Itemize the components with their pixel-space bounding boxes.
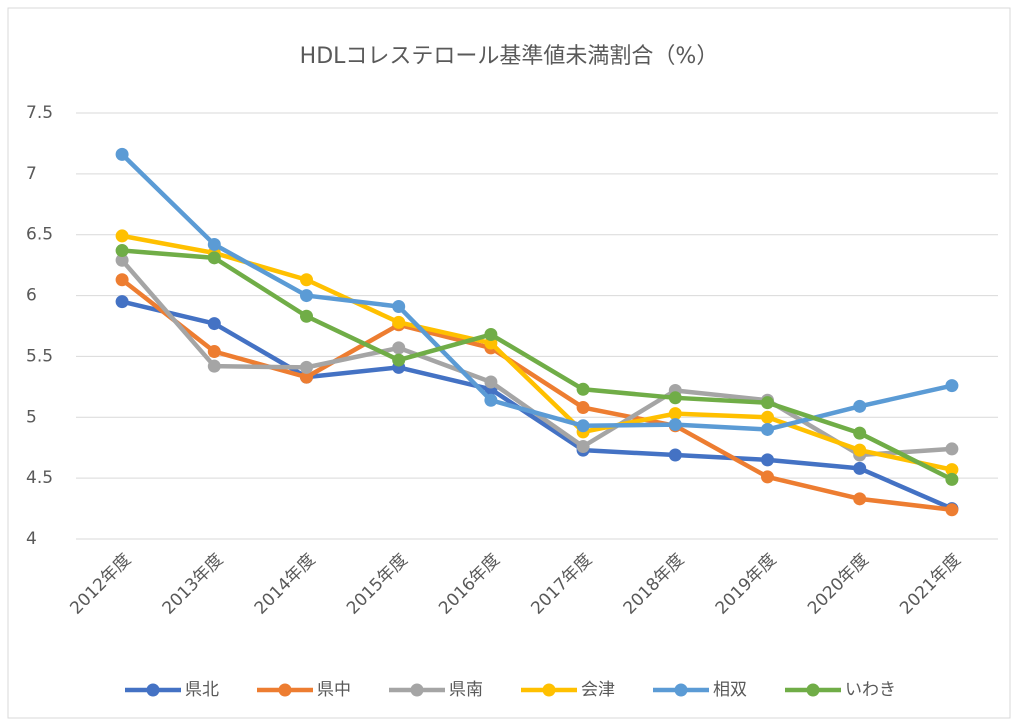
data-point — [576, 382, 590, 396]
data-point — [668, 418, 682, 432]
data-point — [115, 253, 129, 267]
y-tick-label: 6.5 — [26, 225, 53, 245]
data-point — [484, 328, 498, 342]
data-point — [300, 360, 313, 374]
data-point — [668, 407, 682, 421]
legend-marker — [806, 683, 820, 697]
y-tick-label: 7.5 — [26, 103, 53, 123]
series-line — [120, 277, 953, 513]
data-point — [853, 443, 867, 457]
legend-marker — [278, 683, 292, 697]
chart-title: HDLコレステロール基準値未満割合（%） — [300, 44, 719, 69]
data-point — [392, 353, 406, 367]
data-point — [761, 422, 774, 436]
data-point — [484, 375, 498, 389]
legend-label: 県中 — [317, 680, 351, 700]
data-point — [761, 396, 774, 410]
data-point — [945, 379, 959, 393]
y-tick-label: 4.5 — [26, 468, 53, 488]
data-point — [945, 442, 959, 456]
data-point — [115, 295, 129, 309]
data-point — [761, 470, 774, 484]
data-point — [576, 419, 590, 433]
legend-label: 相双 — [713, 680, 747, 700]
data-point — [668, 448, 682, 462]
legend-marker — [410, 683, 424, 697]
data-point — [300, 309, 313, 323]
y-tick-label: 6 — [26, 286, 37, 306]
legend-marker — [542, 683, 556, 697]
data-point — [945, 503, 959, 517]
data-point — [115, 273, 129, 287]
y-tick-label: 5.5 — [26, 346, 53, 366]
data-point — [761, 410, 774, 424]
data-point — [115, 244, 129, 258]
data-point — [853, 492, 867, 506]
data-point — [853, 399, 867, 413]
data-point — [668, 391, 682, 405]
y-tick-label: 5 — [26, 407, 37, 427]
data-point — [853, 426, 867, 440]
data-point — [207, 251, 221, 265]
series-line — [121, 233, 953, 472]
data-point — [207, 237, 221, 251]
data-point — [576, 401, 590, 415]
data-point — [392, 315, 406, 329]
legend-marker — [146, 683, 160, 697]
data-point — [576, 439, 590, 453]
data-point — [207, 317, 221, 331]
data-point — [392, 300, 406, 314]
legend-label: 県北 — [185, 680, 219, 700]
data-point — [207, 359, 221, 373]
data-point — [945, 472, 959, 486]
data-point — [115, 229, 129, 243]
y-tick-label: 4 — [26, 529, 37, 549]
y-tick-label: 7 — [26, 164, 37, 184]
data-point — [300, 370, 313, 384]
legend-label: 県南 — [449, 680, 483, 700]
data-point — [300, 273, 313, 287]
data-point — [207, 345, 221, 359]
data-point — [761, 453, 774, 467]
series-line — [121, 248, 953, 482]
data-point — [484, 393, 498, 407]
legend-label: 会津 — [581, 680, 615, 700]
legend-label: いわき — [845, 680, 896, 700]
data-point — [115, 147, 129, 161]
legend-marker — [674, 683, 688, 697]
data-point — [945, 463, 959, 477]
data-point — [300, 289, 313, 303]
data-point — [392, 341, 406, 355]
series-line — [121, 299, 953, 511]
data-point — [853, 461, 867, 475]
